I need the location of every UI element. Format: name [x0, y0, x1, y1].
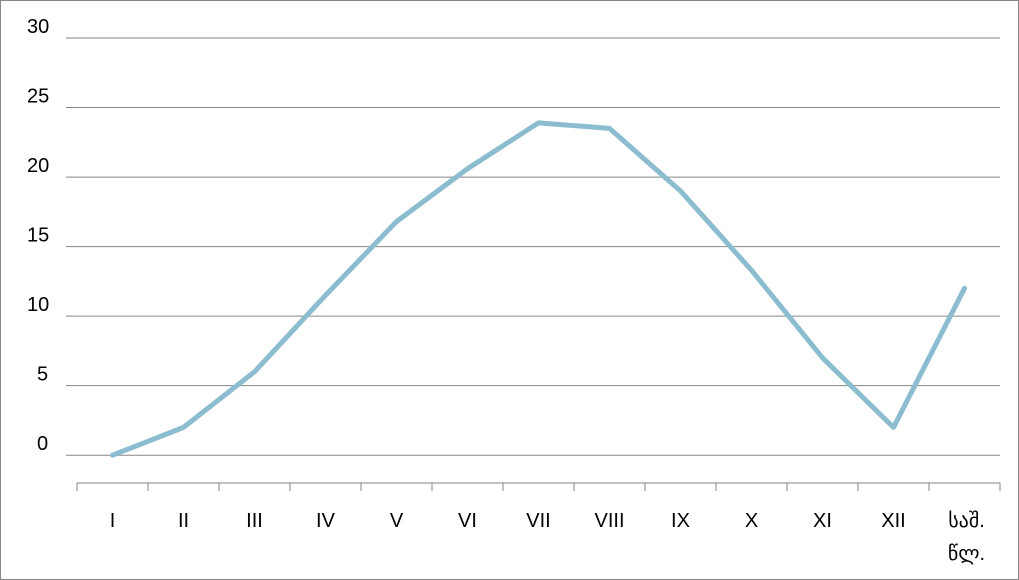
x-tick-label: III — [246, 510, 263, 532]
y-tick-label: 30 — [27, 16, 49, 38]
series-group — [110, 120, 967, 458]
data-point — [964, 287, 965, 289]
data-point — [893, 426, 894, 428]
x-tick-label: II — [178, 510, 189, 532]
data-point — [822, 357, 823, 359]
y-tick-label: 5 — [37, 364, 48, 386]
data-point — [751, 269, 752, 271]
x-tick-label: VIII — [594, 510, 624, 532]
x-tick-label: XI — [813, 510, 832, 532]
data-point — [183, 426, 184, 428]
series-line — [110, 120, 967, 458]
x-axis — [76, 482, 1001, 491]
x-tick-label: V — [390, 510, 404, 532]
x-tick-label: IV — [316, 510, 336, 532]
data-point — [396, 221, 397, 223]
data-point — [609, 127, 610, 129]
data-point — [325, 294, 326, 296]
y-tick-label: 0 — [37, 433, 48, 455]
data-point — [680, 190, 681, 192]
x-tick-label: X — [745, 510, 758, 532]
x-tick-label: IX — [671, 510, 690, 532]
y-tick-label: 15 — [27, 225, 49, 247]
y-tick-label: 10 — [27, 294, 49, 316]
x-tick-labels: I II III IV V VI VII VIII IX X XI XII საშ. წლ. — [110, 510, 985, 565]
x-tick-label: VII — [526, 510, 550, 532]
x-tick-label: VI — [458, 510, 477, 532]
y-tick-label: 20 — [27, 155, 49, 177]
data-point — [254, 371, 255, 373]
y-tick-label: 25 — [27, 86, 49, 108]
data-point — [538, 122, 539, 124]
x-tick-label: I — [110, 510, 116, 532]
gridlines — [66, 37, 1000, 456]
x-tick-label: საშ. წლ. — [948, 510, 985, 565]
y-tick-labels: 0 5 10 15 20 25 30 — [27, 16, 49, 455]
x-tick-label: XII — [881, 510, 905, 532]
data-point — [467, 168, 468, 170]
data-point — [112, 454, 113, 456]
